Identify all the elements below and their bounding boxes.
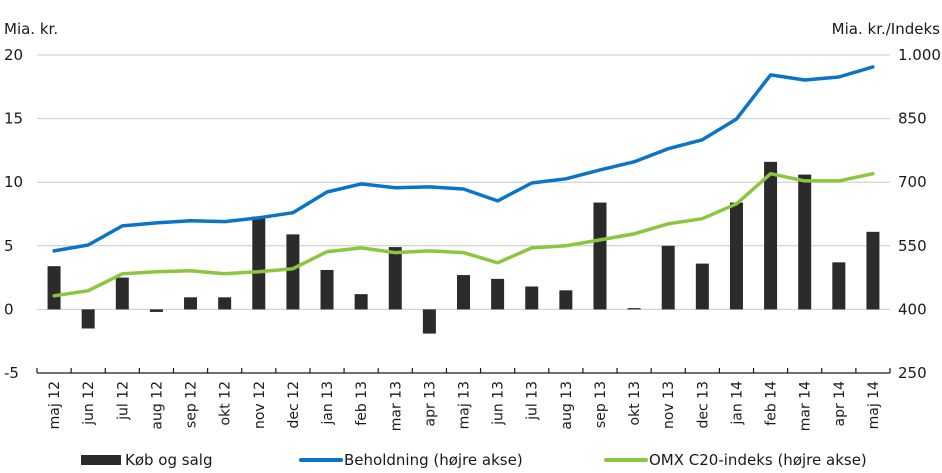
bar-apr-14: [832, 262, 846, 310]
x-tick-label: jun 12: [81, 381, 97, 426]
bar-okt-12: [218, 297, 232, 310]
x-tick-label: nov 12: [252, 381, 268, 429]
bar-jul-13: [525, 286, 539, 310]
bar-mar-13: [388, 247, 402, 310]
x-tick-label: sep 12: [184, 381, 200, 428]
bar-aug-12: [149, 309, 163, 312]
x-tick-label: jul 12: [115, 381, 131, 421]
right-tick-label: 850: [898, 110, 927, 128]
bar-series-kob-og-salg: [47, 161, 880, 334]
line-beholdning: [52, 65, 875, 253]
bar-maj-13: [457, 275, 470, 310]
line-series: [52, 65, 875, 298]
left-tick-label: 20: [4, 46, 23, 64]
bar-jun-12: [81, 309, 95, 329]
x-tick-label: mar 14: [798, 381, 814, 431]
x-tick-label: jan 13: [320, 381, 336, 426]
left-axis-ticks: 20 15 10 5 0 -5: [4, 46, 23, 382]
x-tick-label: dec 12: [286, 381, 302, 428]
right-axis-ticks: 1.000 850 700 550 400 250: [898, 46, 941, 382]
x-tick-label: jul 13: [525, 381, 541, 421]
bar-feb-13: [354, 294, 368, 310]
bar-jan-14: [729, 202, 743, 310]
x-tick-label: okt 12: [218, 381, 234, 425]
bar-jun-13: [491, 278, 505, 310]
legend: Køb og salg Beholdning (højre akse) OMX C2…: [81, 451, 867, 469]
right-tick-label: 700: [898, 173, 927, 191]
x-tick-label: mar 13: [388, 381, 404, 431]
x-tick-label: maj 13: [457, 381, 473, 429]
x-tick-label: apr 13: [422, 381, 438, 427]
right-tick-label: 550: [898, 237, 927, 255]
line-omx-c20: [52, 171, 875, 298]
left-tick-label: 15: [4, 110, 23, 128]
bar-dec-12: [286, 234, 300, 310]
bar-sep-12: [184, 297, 198, 310]
right-tick-label: 1.000: [898, 46, 941, 64]
x-tick-label: maj 14: [866, 381, 882, 429]
bar-jul-12: [115, 277, 129, 310]
bar-nov-12: [252, 216, 266, 310]
left-tick-label: -5: [4, 364, 19, 382]
x-tick-label: nov 13: [661, 381, 677, 429]
left-tick-label: 10: [4, 173, 23, 191]
bar-okt-13: [627, 308, 641, 310]
x-tick-label: feb 14: [764, 381, 780, 426]
bar-mar-14: [798, 174, 812, 310]
left-tick-label: 5: [4, 237, 14, 255]
x-tick-label: maj 12: [47, 381, 63, 429]
legend-swatch-kob-og-salg: [81, 455, 121, 465]
bar-maj-12: [47, 266, 61, 310]
x-tick-label: aug 12: [149, 381, 165, 430]
bar-sep-13: [593, 202, 607, 310]
bar-feb-14: [764, 161, 778, 310]
left-tick-label: 0: [4, 300, 14, 318]
bar-dec-13: [695, 263, 709, 310]
bar-maj-14: [866, 231, 880, 310]
bar-aug-13: [559, 290, 573, 310]
legend-label-beholdning: Beholdning (højre akse): [344, 451, 523, 469]
x-tick-label: apr 14: [832, 381, 848, 427]
bar-nov-13: [661, 245, 675, 310]
x-tick-label: sep 13: [593, 381, 609, 428]
right-tick-label: 250: [898, 364, 927, 382]
x-tick-label: jan 14: [729, 381, 745, 426]
legend-label-kob-og-salg: Køb og salg: [125, 451, 212, 469]
legend-label-omx-c20: OMX C20-indeks (højre akse): [649, 451, 867, 469]
left-axis-title: Mia. kr.: [4, 20, 58, 38]
right-tick-label: 400: [898, 300, 927, 318]
x-tick-label: feb 13: [354, 381, 370, 426]
x-tick-label: jun 13: [491, 381, 507, 426]
bar-jan-13: [320, 269, 334, 310]
bar-apr-13: [422, 309, 436, 334]
right-axis-title: Mia. kr./Indeks: [832, 20, 941, 38]
x-tick-label: okt 13: [627, 381, 643, 425]
x-tick-label: aug 13: [559, 381, 575, 430]
x-axis: maj 12 jun 12 jul 12 aug 12 sep 12 okt 12 nov …: [36, 368, 891, 431]
x-tick-label: dec 13: [695, 381, 711, 428]
